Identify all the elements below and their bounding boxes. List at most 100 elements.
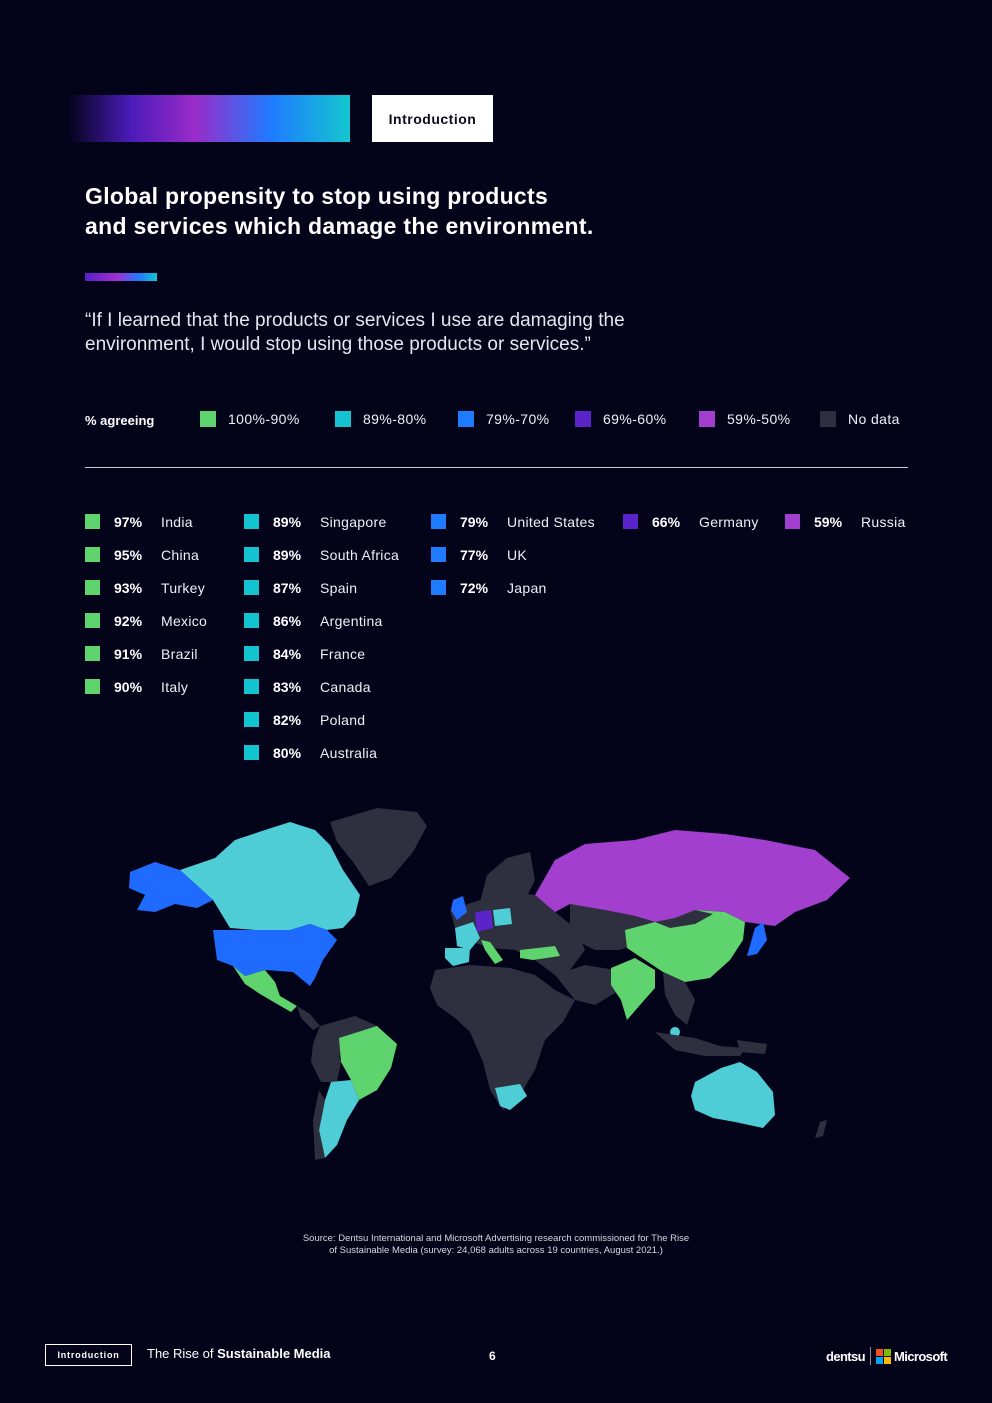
country-name: India xyxy=(161,513,193,530)
country-name: Italy xyxy=(161,678,189,695)
country-row: 87% Spain xyxy=(244,571,399,604)
country-name: Japan xyxy=(507,579,547,596)
legend-swatch xyxy=(200,411,216,427)
country-percent: 89% xyxy=(273,546,302,563)
map-legend: % agreeing 100%-90% 89%-80% 79%-70% 69%-… xyxy=(85,411,915,431)
country-swatch xyxy=(244,613,259,628)
survey-quote-line-2: environment, I would stop using those pr… xyxy=(85,334,591,355)
country-swatch xyxy=(244,547,259,562)
footer-section-tag[interactable]: Introduction xyxy=(45,1344,132,1366)
legend-label: 79%-70% xyxy=(486,411,550,427)
country-swatch xyxy=(85,646,100,661)
legend-item-59-50: 59%-50% xyxy=(699,411,791,427)
country-row: 89% Singapore xyxy=(244,505,399,538)
legend-label: 59%-50% xyxy=(727,411,791,427)
page-title-line-2: and services which damage the environmen… xyxy=(85,213,594,239)
country-row: 91% Brazil xyxy=(85,637,207,670)
country-row: 95% China xyxy=(85,538,207,571)
legend-label: No data xyxy=(848,411,900,427)
country-percent: 79% xyxy=(460,513,489,530)
country-swatch xyxy=(244,514,259,529)
country-name: South Africa xyxy=(320,546,400,563)
country-percent: 82% xyxy=(273,711,302,728)
title-accent-line xyxy=(85,273,157,281)
country-percent: 72% xyxy=(460,579,489,596)
section-tag: Introduction xyxy=(372,95,493,142)
country-swatch xyxy=(244,712,259,727)
microsoft-logo-icon xyxy=(876,1348,892,1364)
hero-gradient-bar xyxy=(68,95,350,142)
country-name: Singapore xyxy=(320,513,387,530)
legend-swatch xyxy=(820,411,836,427)
legend-item-69-60: 69%-60% xyxy=(575,411,667,427)
source-line-2: of Sustainable Media (survey: 24,068 adu… xyxy=(329,1245,663,1256)
survey-quote: “If I learned that the products or servi… xyxy=(85,309,785,357)
footer-title-bold: Sustainable Media xyxy=(217,1346,331,1361)
country-percent: 87% xyxy=(273,579,302,596)
legend-title: % agreeing xyxy=(85,413,155,428)
microsoft-logo-text: Microsoft xyxy=(894,1348,948,1364)
country-swatch xyxy=(244,646,259,661)
country-percent: 97% xyxy=(114,513,143,530)
country-percent: 83% xyxy=(273,678,302,695)
country-column-blue: 79% United States 77% UK 72% Japan xyxy=(431,505,595,604)
country-swatch xyxy=(85,613,100,628)
country-row: 79% United States xyxy=(431,505,595,538)
country-row: 89% South Africa xyxy=(244,538,399,571)
page-title-line-1: Global propensity to stop using products xyxy=(85,183,549,209)
country-percent: 84% xyxy=(273,645,302,662)
legend-item-79-70: 79%-70% xyxy=(458,411,550,427)
country-swatch xyxy=(431,580,446,595)
country-row: 72% Japan xyxy=(431,571,595,604)
footer-title: The Rise of Sustainable Media xyxy=(147,1346,331,1361)
country-swatch xyxy=(244,580,259,595)
country-swatch xyxy=(244,679,259,694)
country-percent: 91% xyxy=(114,645,143,662)
country-percent: 92% xyxy=(114,612,143,629)
country-row: 66% Germany xyxy=(623,505,759,538)
divider xyxy=(85,467,908,468)
legend-swatch xyxy=(699,411,715,427)
country-row: 90% Italy xyxy=(85,670,207,703)
country-row: 84% France xyxy=(244,637,399,670)
legend-label: 89%-80% xyxy=(363,411,427,427)
world-map xyxy=(129,808,850,1160)
country-name: UK xyxy=(507,546,528,563)
logo-separator xyxy=(870,1347,872,1365)
legend-label: 100%-90% xyxy=(228,411,300,427)
country-name: France xyxy=(320,645,366,662)
legend-swatch xyxy=(335,411,351,427)
country-name: Poland xyxy=(320,711,366,728)
country-name: Argentina xyxy=(320,612,383,629)
country-swatch xyxy=(623,514,638,529)
source-note: Source: Dentsu International and Microso… xyxy=(196,1233,796,1257)
legend-swatch xyxy=(458,411,474,427)
country-swatch xyxy=(85,580,100,595)
country-swatch xyxy=(244,745,259,760)
country-percent: 66% xyxy=(652,513,681,530)
country-swatch xyxy=(85,547,100,562)
country-column-cyan: 89% Singapore 89% South Africa 87% Spain 86… xyxy=(244,505,399,769)
country-swatch xyxy=(431,514,446,529)
country-name: Mexico xyxy=(161,612,208,629)
country-percent: 90% xyxy=(114,678,143,695)
page-number: 6 xyxy=(489,1349,496,1363)
country-column-green: 97% India 95% China 93% Turkey 92% Mexico 91… xyxy=(85,505,207,703)
country-percent: 77% xyxy=(460,546,489,563)
country-row: 83% Canada xyxy=(244,670,399,703)
country-column-indigo: 66% Germany xyxy=(623,505,759,538)
country-name: Turkey xyxy=(161,579,206,596)
country-percent: 80% xyxy=(273,744,302,761)
country-swatch xyxy=(785,514,800,529)
country-swatch xyxy=(85,679,100,694)
partner-logos: dentsu Microsoft xyxy=(826,1346,948,1366)
country-column-purple: 59% Russia xyxy=(785,505,906,538)
page-title: Global propensity to stop using products… xyxy=(85,181,725,241)
country-name: Canada xyxy=(320,678,371,695)
country-percent: 86% xyxy=(273,612,302,629)
country-row: 92% Mexico xyxy=(85,604,207,637)
country-row: 93% Turkey xyxy=(85,571,207,604)
country-percent: 59% xyxy=(814,513,843,530)
country-row: 77% UK xyxy=(431,538,595,571)
country-name: Germany xyxy=(699,513,759,530)
